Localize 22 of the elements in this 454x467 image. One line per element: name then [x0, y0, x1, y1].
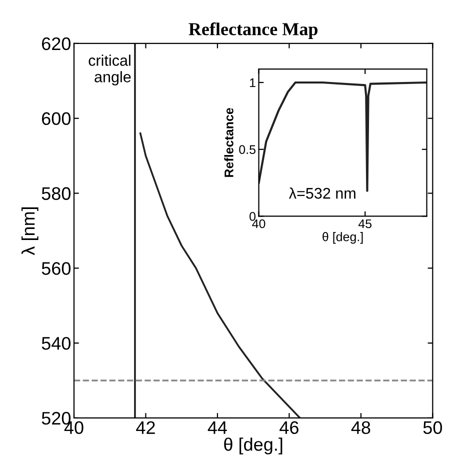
x-tick-label: 48 [351, 421, 370, 434]
x-tick-label: 45 [358, 219, 372, 228]
x-tick-label: 40 [252, 219, 266, 228]
x-tick-label: 42 [136, 421, 155, 434]
y-tick-label: 0 [250, 212, 256, 221]
x-axis-title: θ [deg.] [224, 438, 282, 454]
y-axis-title: λ [nm] [21, 207, 38, 256]
y-tick-label: 560 [42, 262, 71, 275]
y-tick-label: 580 [42, 187, 71, 200]
y-tick-label: 0.5 [239, 145, 256, 154]
x-tick-label: 44 [208, 421, 227, 434]
x-axis-title: θ [deg.] [322, 232, 363, 244]
y-tick-label: 600 [42, 112, 71, 126]
x-tick-label: 50 [423, 421, 442, 434]
y-tick-label: 1 [250, 78, 256, 88]
chart-title: Reflectance Map [188, 22, 318, 39]
ref-line-label: critical angle [88, 54, 131, 86]
y-axis-title: Reflectance [224, 108, 234, 177]
annotation: λ=532 nm [288, 187, 356, 199]
y-tick-label: 540 [42, 336, 71, 350]
y-tick-label: 620 [42, 37, 71, 50]
x-tick-label: 46 [280, 421, 298, 434]
